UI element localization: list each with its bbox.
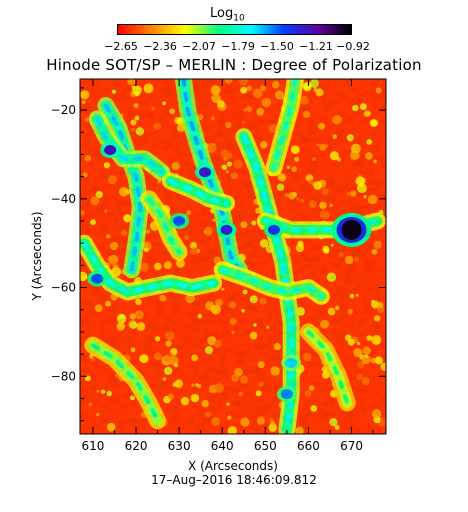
colorbar — [117, 24, 352, 35]
y-tick-label: −40 — [51, 192, 76, 206]
x-axis: 610 620 630 640 650 660 670 — [81, 79, 374, 453]
x-tick-label: 620 — [125, 439, 148, 453]
plot-frame — [79, 78, 387, 435]
colorbar-tick-label: −1.50 — [260, 40, 294, 53]
y-axis-label: Y (Arcseconds) — [30, 211, 44, 301]
x-tick-label: 610 — [81, 439, 104, 453]
y-tick-label: −20 — [51, 103, 76, 117]
y-tick-label: −80 — [51, 369, 76, 383]
chart-title: Hinode SOT/SP – MERLIN : Degree of Polar… — [46, 56, 422, 74]
colorbar-tick-label: −2.36 — [143, 40, 177, 53]
colorbar-title: Log10 — [210, 6, 245, 24]
x-tick-label: 630 — [168, 439, 191, 453]
colorbar-tick-label: −0.92 — [336, 40, 370, 53]
x-axis-label: X (Arcseconds) — [188, 459, 278, 473]
x-tick-label: 640 — [211, 439, 234, 453]
colorbar-tick-label: −1.79 — [221, 40, 255, 53]
y-axis: −20 −40 −60 −80 — [51, 87, 386, 422]
heatmap-grain — [80, 79, 386, 434]
colorbar-label-subscript: 10 — [233, 13, 245, 24]
colorbar-label: Log — [210, 6, 234, 21]
colorbar-tick-label: −1.21 — [299, 40, 333, 53]
colorbar-tick-labels: −2.65 −2.36 −2.07 −1.79 −1.50 −1.21 −0.9… — [95, 40, 375, 56]
x-tick-label: 660 — [297, 439, 320, 453]
heatmap-image — [80, 79, 386, 434]
x-tick-label: 650 — [254, 439, 277, 453]
y-tick-label: −60 — [51, 281, 76, 295]
observation-date: 17–Aug–2016 18:46:09.812 — [151, 473, 317, 487]
colorbar-tick-label: −2.07 — [182, 40, 216, 53]
x-tick-label: 670 — [340, 439, 363, 453]
colorbar-tick-label: −2.65 — [104, 40, 138, 53]
